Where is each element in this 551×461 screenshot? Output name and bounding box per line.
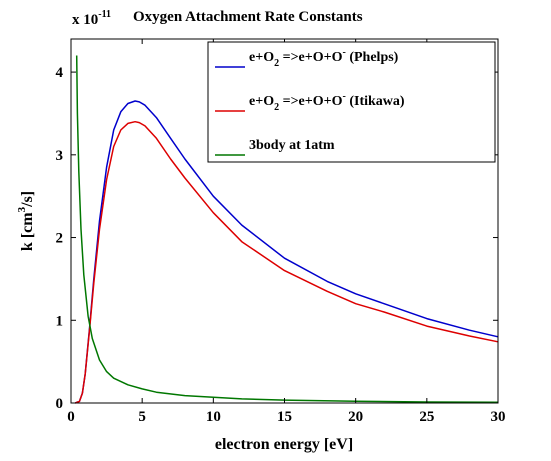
x-tick-label: 20 <box>348 409 363 425</box>
y-tick-label: 0 <box>56 396 64 412</box>
x-tick-label: 15 <box>277 409 292 425</box>
y-tick-label: 4 <box>56 65 64 81</box>
y-tick-label: 3 <box>56 148 64 164</box>
legend: e+O2 =>e+O+O- (Phelps) e+O2 =>e+O+O- (Iti… <box>207 41 496 163</box>
series-line-2 <box>75 120 499 404</box>
y-ticks: 0 1 2 3 4 <box>56 65 498 412</box>
exponent-label: x 10-11 <box>72 9 111 28</box>
legend-label-3: 3body at 1atm <box>249 138 335 153</box>
y-axis-label: k [cm3/s] <box>16 191 36 251</box>
x-axis-label: electron energy [eV] <box>215 436 353 453</box>
series-layer <box>75 55 499 404</box>
x-tick-label: 30 <box>491 409 506 425</box>
x-tick-label: 5 <box>138 409 146 425</box>
legend-label-1: e+O2 =>e+O+O- (Phelps) <box>249 47 399 69</box>
series-line-3 <box>75 55 499 404</box>
y-tick-label: 1 <box>56 313 64 329</box>
x-tick-label: 10 <box>206 409 221 425</box>
x-ticks: 0 5 10 15 20 25 30 <box>67 39 506 425</box>
y-axis-label-sup: 3 <box>16 206 28 212</box>
x-tick-label: 0 <box>67 409 75 425</box>
y-tick-label: 2 <box>56 231 64 247</box>
legend-box <box>207 41 496 163</box>
chart-title: Oxygen Attachment Rate Constants <box>133 9 363 25</box>
x-tick-label: 25 <box>419 409 434 425</box>
exponent-power: -11 <box>98 9 111 20</box>
legend-label-2: e+O2 =>e+O+O- (Itikawa) <box>249 91 405 113</box>
